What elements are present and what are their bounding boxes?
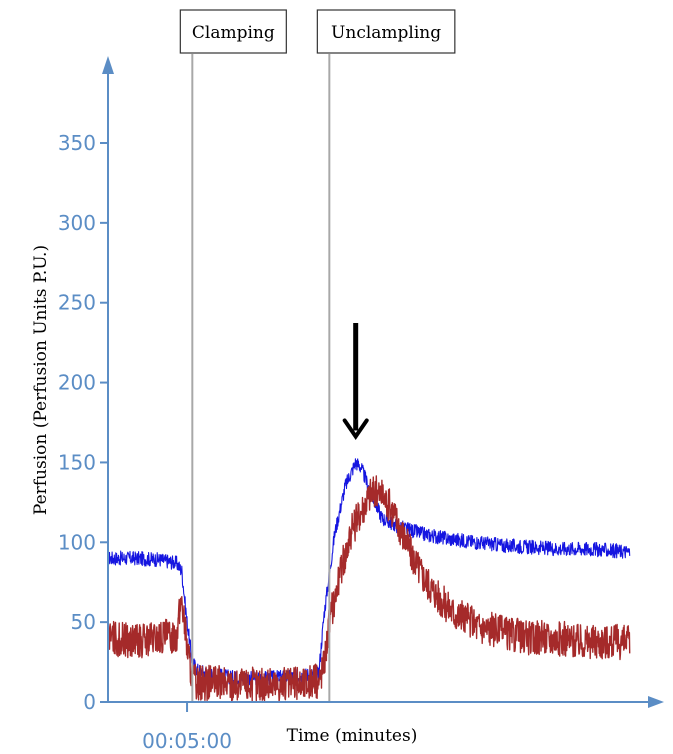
- x-axis-title: Time (minutes): [287, 726, 418, 746]
- peak-arrow-head: [342, 418, 369, 440]
- axis-titles: Time (minutes) Perfusion (Perfusion Unit…: [31, 245, 417, 746]
- event-label-box: [179, 9, 287, 54]
- x-axis-arrowhead: [648, 696, 664, 708]
- y-tick-label: 250: [58, 291, 96, 315]
- event-label: Clamping: [192, 23, 275, 43]
- y-tick-label: 50: [71, 610, 96, 634]
- y-axis-arrowhead: [102, 56, 114, 74]
- axes: 0 50 100 150 200 250 300 350 00:05:00: [58, 56, 664, 753]
- y-tick-label: 350: [58, 131, 96, 155]
- series-line-1: [107, 475, 631, 702]
- y-tick-label: 150: [58, 450, 96, 474]
- y-tick-label: 300: [58, 211, 96, 235]
- annotations: Clamping Unclampling: [179, 9, 456, 702]
- y-tick-label: 100: [58, 530, 96, 554]
- y-tick-label: 200: [58, 371, 96, 395]
- x-tick-label: 00:05:00: [142, 729, 232, 753]
- event-label-box: [316, 9, 456, 54]
- event-label: Unclampling: [331, 23, 441, 43]
- plot-lines: [107, 458, 631, 702]
- y-axis-title: Perfusion (Perfusion Units P.U.): [31, 245, 51, 515]
- y-tick-label: 0: [83, 690, 96, 714]
